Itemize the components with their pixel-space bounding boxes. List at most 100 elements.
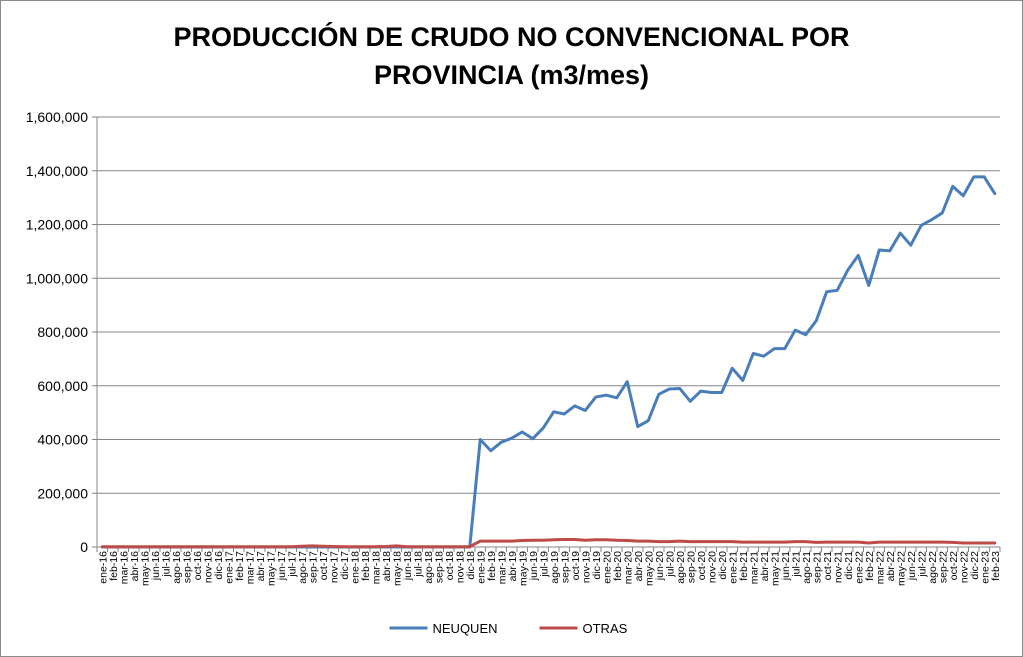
x-tick-label: feb-22 xyxy=(864,551,876,581)
x-tick-label: dic-16 xyxy=(213,551,225,580)
x-tick-label: oct-17 xyxy=(318,551,330,580)
x-tick-label: sep-19 xyxy=(559,551,571,583)
x-tick-label: may-16 xyxy=(139,551,151,586)
chart-title-line-1: PRODUCCIÓN DE CRUDO NO CONVENCIONAL POR xyxy=(173,22,850,52)
x-tick-label: feb-21 xyxy=(738,551,750,581)
x-tick-label: ago-22 xyxy=(927,551,939,584)
x-tick-label: feb-16 xyxy=(108,551,120,581)
x-tick-label: jul-19 xyxy=(538,551,550,578)
x-tick-label: ene-21 xyxy=(727,551,739,584)
y-tick-label: 400,000 xyxy=(37,432,88,448)
series-line-neuquen xyxy=(100,175,997,549)
x-tick-label: abr-16 xyxy=(129,551,141,582)
x-tick-label: feb-19 xyxy=(486,551,498,581)
x-tick-label: mar-22 xyxy=(874,551,886,584)
x-tick-label: jul-21 xyxy=(790,551,802,578)
x-tick-label: sep-22 xyxy=(937,551,949,583)
chart-title: PRODUCCIÓN DE CRUDO NO CONVENCIONAL POR … xyxy=(0,18,1023,94)
x-tick-label: jul-16 xyxy=(160,551,172,578)
x-tick-label: sep-21 xyxy=(811,551,823,583)
x-tick-label: ene-19 xyxy=(475,551,487,584)
x-tick-label: nov-20 xyxy=(706,551,718,583)
y-axis-tick-labels: 0 200,000 400,000 600,000 800,000 1,000,000 1,… xyxy=(26,109,89,555)
x-tick-label: may-19 xyxy=(517,551,529,586)
x-tick-label: jul-17 xyxy=(286,551,298,578)
legend-label-neuquen: NEUQUEN xyxy=(433,621,498,636)
series-lines xyxy=(100,175,997,549)
x-tick-label: dic-18 xyxy=(465,551,477,580)
x-tick-label: ago-21 xyxy=(801,551,813,584)
x-tick-label: nov-21 xyxy=(832,551,844,583)
y-tick-label: 1,600,000 xyxy=(26,109,88,125)
x-tick-label: nov-16 xyxy=(202,551,214,583)
x-tick-label: jun-20 xyxy=(654,551,666,581)
x-tick-label: sep-17 xyxy=(307,551,319,583)
x-tick-label: ene-16 xyxy=(97,551,109,584)
x-tick-label: abr-20 xyxy=(633,551,645,582)
legend: NEUQUEN OTRAS xyxy=(389,621,628,636)
x-tick-label: sep-18 xyxy=(433,551,445,583)
series-line-otras xyxy=(100,537,997,549)
x-axis-tick-labels: ene-16feb-16mar-16abr-16may-16jun-16jul-… xyxy=(97,551,1002,586)
x-tick-label: oct-18 xyxy=(444,551,456,580)
x-tick-label: oct-19 xyxy=(570,551,582,580)
x-tick-label: ago-17 xyxy=(297,551,309,584)
x-tick-label: jul-22 xyxy=(916,551,928,578)
x-tick-label: nov-22 xyxy=(958,551,970,583)
x-tick-label: jun-22 xyxy=(906,551,918,581)
y-tick-label: 1,200,000 xyxy=(26,217,88,233)
x-tick-label: may-17 xyxy=(265,551,277,586)
axes xyxy=(92,116,1001,552)
y-tick-label: 200,000 xyxy=(37,485,88,501)
x-tick-label: ago-20 xyxy=(675,551,687,584)
gridlines xyxy=(97,116,1000,494)
x-tick-label: may-20 xyxy=(643,551,655,586)
x-tick-label: mar-20 xyxy=(622,551,634,584)
x-tick-label: oct-16 xyxy=(192,551,204,580)
x-tick-label: mar-16 xyxy=(118,551,130,584)
x-tick-label: ene-20 xyxy=(601,551,613,584)
x-tick-label: dic-21 xyxy=(843,551,855,580)
x-tick-label: abr-18 xyxy=(381,551,393,582)
x-tick-label: mar-18 xyxy=(370,551,382,584)
x-tick-label: dic-19 xyxy=(591,551,603,580)
x-tick-label: oct-20 xyxy=(696,551,708,580)
x-tick-label: ene-17 xyxy=(223,551,235,584)
x-tick-label: mar-19 xyxy=(496,551,508,584)
x-tick-label: jun-18 xyxy=(402,551,414,581)
x-tick-label: jun-19 xyxy=(528,551,540,581)
x-tick-label: abr-17 xyxy=(255,551,267,582)
y-tick-label: 1,000,000 xyxy=(26,270,88,286)
x-tick-label: nov-17 xyxy=(328,551,340,583)
x-tick-label: feb-18 xyxy=(360,551,372,581)
x-tick-label: ene-23 xyxy=(979,551,991,584)
y-tick-label: 1,400,000 xyxy=(26,163,88,179)
x-tick-label: dic-20 xyxy=(717,551,729,580)
y-tick-label: 800,000 xyxy=(37,324,88,340)
x-tick-label: dic-17 xyxy=(339,551,351,580)
x-tick-label: abr-21 xyxy=(759,551,771,582)
x-tick-label: jun-21 xyxy=(780,551,792,581)
x-tick-label: abr-19 xyxy=(507,551,519,582)
x-tick-label: jun-16 xyxy=(150,551,162,581)
y-tick-label: 0 xyxy=(80,539,88,555)
x-tick-label: dic-22 xyxy=(969,551,981,580)
chart-title-line-2: PROVINCIA (m3/mes) xyxy=(373,60,650,90)
legend-label-otras: OTRAS xyxy=(583,621,628,636)
x-tick-label: ago-19 xyxy=(549,551,561,584)
x-tick-label: ene-18 xyxy=(349,551,361,584)
x-tick-label: nov-18 xyxy=(454,551,466,583)
x-tick-label: sep-20 xyxy=(685,551,697,583)
x-tick-label: ago-16 xyxy=(171,551,183,584)
x-tick-label: feb-20 xyxy=(612,551,624,581)
x-tick-label: feb-17 xyxy=(234,551,246,581)
x-tick-label: sep-16 xyxy=(181,551,193,583)
x-tick-label: abr-22 xyxy=(885,551,897,582)
x-tick-label: ago-18 xyxy=(423,551,435,584)
x-tick-label: mar-17 xyxy=(244,551,256,584)
x-tick-label: ene-22 xyxy=(853,551,865,584)
x-tick-label: oct-22 xyxy=(948,551,960,580)
x-tick-label: jul-18 xyxy=(412,551,424,578)
x-tick-label: oct-21 xyxy=(822,551,834,580)
